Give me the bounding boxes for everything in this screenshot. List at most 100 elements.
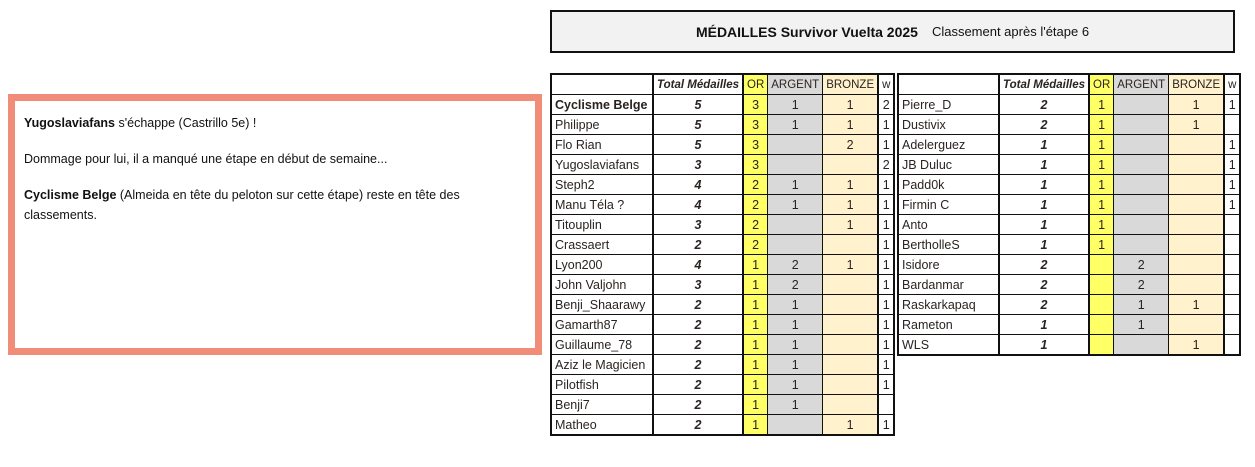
cell-bronze xyxy=(1168,174,1225,195)
cell-argent: 1 xyxy=(767,314,824,335)
cell-bronze: 1 xyxy=(822,214,879,235)
cell-w: 1 xyxy=(877,374,895,395)
note-highlight-name: Cyclisme Belge xyxy=(24,188,117,202)
cell-total: 5 xyxy=(652,114,745,135)
cell-total: 2 xyxy=(652,414,745,436)
cell-w: 1 xyxy=(877,214,895,235)
cell-name: Guillaume_78 xyxy=(550,334,654,355)
table-row: Pierre_D 2 1 1 1 xyxy=(897,94,1241,115)
cell-name: Aziz le Magicien xyxy=(550,354,654,375)
cell-or: 1 xyxy=(742,294,769,315)
cell-name: JB Duluc xyxy=(897,154,1000,175)
cell-bronze xyxy=(822,234,879,255)
cell-total: 3 xyxy=(652,154,745,175)
column-header-total: Total Médailles xyxy=(998,73,1091,95)
cell-argent: 1 xyxy=(767,114,824,135)
cell-name: BertholleS xyxy=(897,234,1000,255)
commentary-box: Yugoslaviafans s'échappe (Castrillo 5e) … xyxy=(8,94,542,355)
cell-total: 1 xyxy=(998,174,1091,195)
cell-argent: 1 xyxy=(767,194,824,215)
note-text: s'échappe (Castrillo 5e) ! xyxy=(115,116,257,130)
column-header-name xyxy=(897,73,1000,95)
cell-total: 2 xyxy=(652,234,745,255)
cell-argent: 1 xyxy=(767,94,824,115)
table-row: Gamarth87 2 1 1 1 xyxy=(550,314,895,335)
cell-w xyxy=(1223,274,1241,295)
cell-or: 2 xyxy=(742,174,769,195)
cell-bronze: 1 xyxy=(822,114,879,135)
page-title: MÉDAILLES Survivor Vuelta 2025 xyxy=(695,23,918,40)
cell-argent: 1 xyxy=(767,394,824,415)
cell-w: 1 xyxy=(877,274,895,295)
cell-argent xyxy=(1113,334,1170,356)
cell-w xyxy=(1223,314,1241,335)
cell-argent xyxy=(767,134,824,155)
cell-bronze: 1 xyxy=(1168,294,1225,315)
cell-total: 2 xyxy=(652,294,745,315)
column-header-total: Total Médailles xyxy=(652,73,745,95)
cell-w: 1 xyxy=(877,334,895,355)
cell-name: Rameton xyxy=(897,314,1000,335)
cell-total: 4 xyxy=(652,174,745,195)
cell-w: 1 xyxy=(1223,134,1241,155)
cell-argent xyxy=(1113,114,1170,135)
cell-bronze xyxy=(1168,214,1225,235)
cell-name: Steph2 xyxy=(550,174,654,195)
cell-or xyxy=(1088,254,1115,275)
cell-bronze xyxy=(1168,194,1225,215)
cell-name: Firmin C xyxy=(897,194,1000,215)
note-paragraph-1: Yugoslaviafans s'échappe (Castrillo 5e) … xyxy=(24,113,524,133)
cell-or: 1 xyxy=(1088,134,1115,155)
cell-name: John Valjohn xyxy=(550,274,654,295)
cell-w xyxy=(1223,294,1241,315)
table-row: Titouplin 3 2 1 1 xyxy=(550,214,895,235)
cell-w: 1 xyxy=(1223,154,1241,175)
cell-w: 1 xyxy=(877,234,895,255)
cell-argent xyxy=(1113,94,1170,115)
note-highlight-name: Yugoslaviafans xyxy=(24,116,116,130)
cell-bronze: 1 xyxy=(1168,114,1225,135)
cell-w: 2 xyxy=(877,94,895,115)
table-row: Raskarkapaq 2 1 1 xyxy=(897,294,1241,315)
cell-or xyxy=(1088,334,1115,356)
cell-name: Gamarth87 xyxy=(550,314,654,335)
cell-argent: 1 xyxy=(767,334,824,355)
cell-total: 2 xyxy=(998,274,1091,295)
table-row: Bardanmar 2 2 xyxy=(897,274,1241,295)
table-row: Guillaume_78 2 1 1 1 xyxy=(550,334,895,355)
cell-argent xyxy=(767,414,824,436)
cell-w xyxy=(1223,254,1241,275)
table-row: Manu Téla ? 4 2 1 1 1 xyxy=(550,194,895,215)
column-header-w: w xyxy=(1223,73,1241,95)
cell-argent xyxy=(1113,214,1170,235)
table-row: John Valjohn 3 1 2 1 xyxy=(550,274,895,295)
cell-argent: 1 xyxy=(767,294,824,315)
table-row: Steph2 4 2 1 1 1 xyxy=(550,174,895,195)
cell-argent: 1 xyxy=(1113,314,1170,335)
cell-bronze: 1 xyxy=(822,414,879,436)
table-header-row: Total Médailles OR ARGENT BRONZE w xyxy=(550,73,895,95)
cell-w: 1 xyxy=(877,414,895,436)
cell-total: 2 xyxy=(652,334,745,355)
table-header-row: Total Médailles OR ARGENT BRONZE w xyxy=(897,73,1241,95)
cell-or xyxy=(1088,274,1115,295)
cell-w: 1 xyxy=(877,294,895,315)
cell-argent: 1 xyxy=(767,374,824,395)
table-row: JB Duluc 1 1 1 xyxy=(897,154,1241,175)
cell-total: 2 xyxy=(652,354,745,375)
column-header-bronze: BRONZE xyxy=(822,73,879,95)
cell-or: 1 xyxy=(1088,174,1115,195)
cell-argent: 1 xyxy=(767,354,824,375)
table-row: Aziz le Magicien 2 1 1 1 xyxy=(550,354,895,375)
cell-or: 1 xyxy=(1088,234,1115,255)
cell-argent: 2 xyxy=(1113,254,1170,275)
cell-bronze: 1 xyxy=(822,194,879,215)
cell-total: 2 xyxy=(652,394,745,415)
cell-bronze: 1 xyxy=(822,254,879,275)
cell-total: 2 xyxy=(998,294,1091,315)
table-row: Benji_Shaarawy 2 1 1 1 xyxy=(550,294,895,315)
cell-bronze: 1 xyxy=(1168,94,1225,115)
cell-w: 1 xyxy=(877,254,895,275)
table-row: Rameton 1 1 xyxy=(897,314,1241,335)
